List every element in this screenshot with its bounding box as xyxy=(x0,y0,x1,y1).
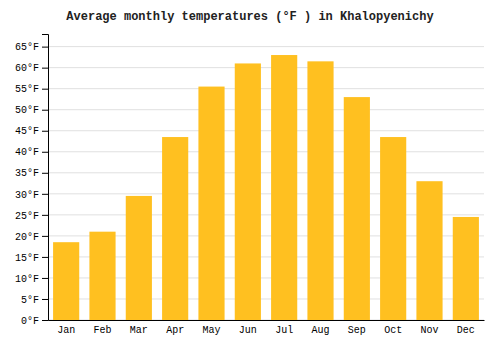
y-tick: 10°F xyxy=(15,274,48,285)
grid-line xyxy=(48,172,484,173)
y-tick-mark xyxy=(42,194,48,195)
bar xyxy=(416,181,442,320)
x-tick-label: Dec xyxy=(457,325,475,336)
y-tick: 0°F xyxy=(21,316,48,327)
x-tick: Dec xyxy=(457,325,475,336)
x-tick-label: Sep xyxy=(348,325,366,336)
y-tick-mark xyxy=(42,299,48,300)
y-tick-label: 65°F xyxy=(15,42,39,53)
grid-line xyxy=(48,46,484,47)
x-tick: Feb xyxy=(93,325,111,336)
x-axis-line xyxy=(49,320,485,321)
bar xyxy=(53,242,79,320)
x-tick-label: Apr xyxy=(166,325,184,336)
bars xyxy=(53,55,479,320)
x-tick-label: Jul xyxy=(275,325,293,336)
bar xyxy=(453,217,479,320)
y-tick-mark xyxy=(42,152,48,153)
x-tick-label: Jun xyxy=(239,325,257,336)
x-tick-label: Aug xyxy=(311,325,329,336)
bar xyxy=(344,97,370,320)
y-tick-label: 10°F xyxy=(15,274,39,285)
bar xyxy=(126,196,152,320)
y-tick-label: 40°F xyxy=(15,147,39,158)
y-tick-mark xyxy=(42,215,48,216)
y-tick-label: 45°F xyxy=(15,126,39,137)
y-axis-line xyxy=(42,35,49,321)
bar xyxy=(235,63,261,320)
y-tick-label: 20°F xyxy=(15,232,39,243)
y-tick-label: 15°F xyxy=(15,253,39,264)
y-tick: 25°F xyxy=(15,211,48,222)
y-tick-mark xyxy=(42,110,48,111)
bar xyxy=(162,137,188,320)
y-axis: 0°F 5°F 10°F 15°F 20°F 25°F 30°F 35°F 40°F 45°F 50… xyxy=(15,35,49,327)
y-tick-mark xyxy=(42,236,48,237)
y-tick-label: 25°F xyxy=(15,211,39,222)
x-tick-label: Jan xyxy=(57,325,75,336)
bar xyxy=(380,137,406,320)
y-tick: 35°F xyxy=(15,168,48,179)
y-tick-label: 30°F xyxy=(15,190,39,201)
x-tick: Apr xyxy=(166,325,184,336)
y-tick-label: 50°F xyxy=(15,105,39,116)
x-tick: Jun xyxy=(239,325,257,336)
y-tick-mark xyxy=(42,68,48,69)
y-tick-mark xyxy=(42,320,48,321)
y-tick-mark xyxy=(42,89,48,90)
y-tick: 55°F xyxy=(15,84,48,95)
bar xyxy=(198,87,224,320)
x-tick: May xyxy=(202,325,220,336)
x-tick-label: Nov xyxy=(420,325,438,336)
chart-container: 0°F 5°F 10°F 15°F 20°F 25°F 30°F 35°F 40°F 45°F 50… xyxy=(0,0,500,350)
grid-line xyxy=(48,67,484,68)
y-tick-label: 55°F xyxy=(15,84,39,95)
y-tick: 20°F xyxy=(15,232,48,243)
y-tick-label: 60°F xyxy=(15,63,39,74)
bar xyxy=(89,232,115,320)
x-tick: Jan xyxy=(57,325,75,336)
grid-line xyxy=(48,130,484,131)
y-tick-mark xyxy=(42,131,48,132)
grid-line xyxy=(48,88,484,89)
y-tick-label: 0°F xyxy=(21,316,39,327)
x-tick: Mar xyxy=(130,325,148,336)
y-tick: 15°F xyxy=(15,253,48,264)
bar xyxy=(271,55,297,320)
y-tick-mark xyxy=(42,257,48,258)
x-tick: Nov xyxy=(420,325,438,336)
y-tick: 5°F xyxy=(21,295,48,306)
y-tick: 50°F xyxy=(15,105,48,116)
x-tick: Aug xyxy=(311,325,329,336)
y-tick: 65°F xyxy=(15,42,48,53)
x-tick-label: Feb xyxy=(93,325,111,336)
x-tick: Jul xyxy=(275,325,293,336)
bar xyxy=(307,61,333,320)
grid-line xyxy=(48,151,484,152)
grid-line xyxy=(48,109,484,110)
title: Average monthly temperatures (°F ) in Kh… xyxy=(66,10,433,24)
y-tick-mark xyxy=(42,278,48,279)
x-tick-label: Mar xyxy=(130,325,148,336)
grid xyxy=(48,47,484,320)
y-tick-mark xyxy=(42,173,48,174)
x-axis: Jan Feb Mar Apr May Jun Jul Aug Sep Oct Nov Dec xyxy=(49,321,485,337)
y-tick-mark xyxy=(42,47,48,48)
y-tick: 40°F xyxy=(15,147,48,158)
y-tick: 30°F xyxy=(15,190,48,201)
y-tick: 45°F xyxy=(15,126,48,137)
y-tick-label: 5°F xyxy=(21,295,39,306)
y-tick: 60°F xyxy=(15,63,48,74)
x-tick-label: May xyxy=(202,325,220,336)
chart-svg: 0°F 5°F 10°F 15°F 20°F 25°F 30°F 35°F 40°F 45°F 50… xyxy=(0,0,500,350)
y-tick-label: 35°F xyxy=(15,168,39,179)
plot: 0°F 5°F 10°F 15°F 20°F 25°F 30°F 35°F 40°F 45°F 50… xyxy=(15,35,485,337)
x-tick-label: Oct xyxy=(384,325,402,336)
x-tick: Oct xyxy=(384,325,402,336)
x-tick: Sep xyxy=(348,325,366,336)
